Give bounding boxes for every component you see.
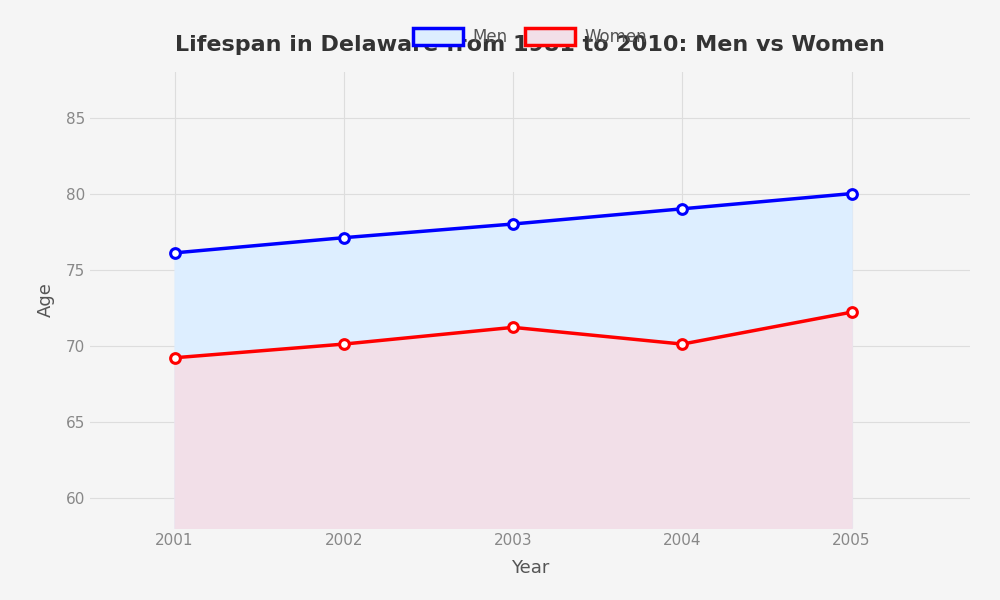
Legend: Men, Women: Men, Women <box>406 21 654 53</box>
Title: Lifespan in Delaware from 1981 to 2010: Men vs Women: Lifespan in Delaware from 1981 to 2010: … <box>175 35 885 55</box>
Y-axis label: Age: Age <box>37 283 55 317</box>
X-axis label: Year: Year <box>511 559 549 577</box>
